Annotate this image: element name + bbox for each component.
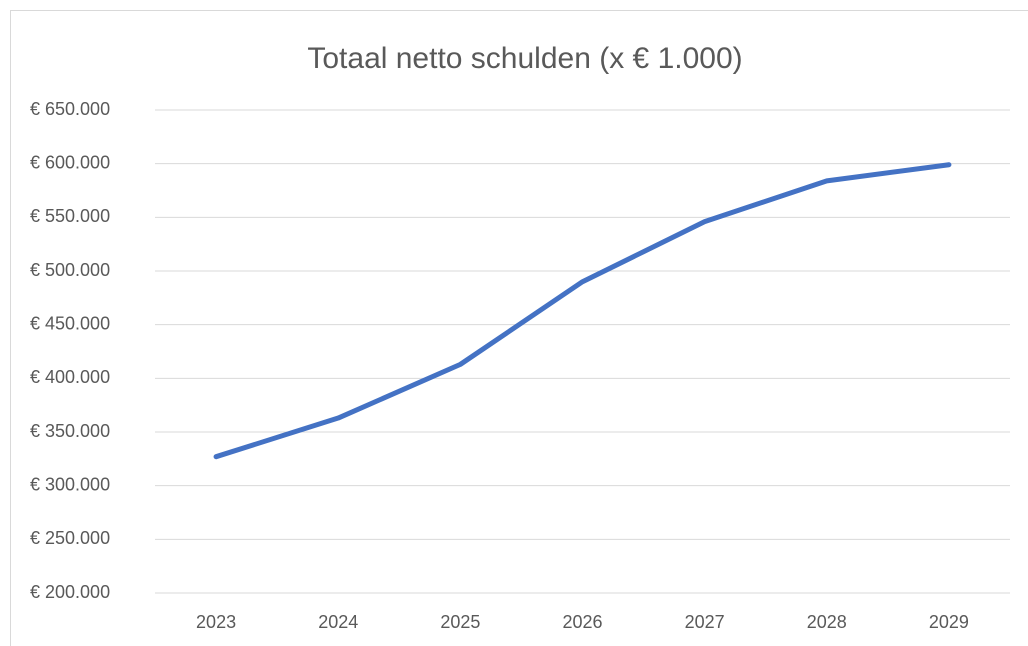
y-tick-label: € 650.000 [30, 99, 110, 119]
y-tick-label: € 250.000 [30, 528, 110, 548]
x-tick-label: 2023 [196, 612, 236, 632]
y-tick-label: € 550.000 [30, 206, 110, 226]
y-tick-label: € 450.000 [30, 313, 110, 333]
data-line [213, 162, 952, 460]
y-tick-label: € 400.000 [30, 367, 110, 387]
y-tick-label: € 300.000 [30, 474, 110, 494]
x-tick-label: 2027 [685, 612, 725, 632]
chart-title: Totaal netto schulden (x € 1.000) [307, 42, 742, 75]
x-tick-label: 2026 [562, 612, 602, 632]
x-tick-label: 2025 [440, 612, 480, 632]
chart-border [10, 10, 1028, 646]
y-tick-label: € 350.000 [30, 421, 110, 441]
y-tick-label: € 500.000 [30, 260, 110, 280]
y-tick-label: € 600.000 [30, 152, 110, 172]
x-tick-label: 2028 [807, 612, 847, 632]
x-tick-label: 2024 [318, 612, 358, 632]
x-tick-label: 2029 [929, 612, 969, 632]
y-tick-label: € 200.000 [30, 582, 110, 602]
